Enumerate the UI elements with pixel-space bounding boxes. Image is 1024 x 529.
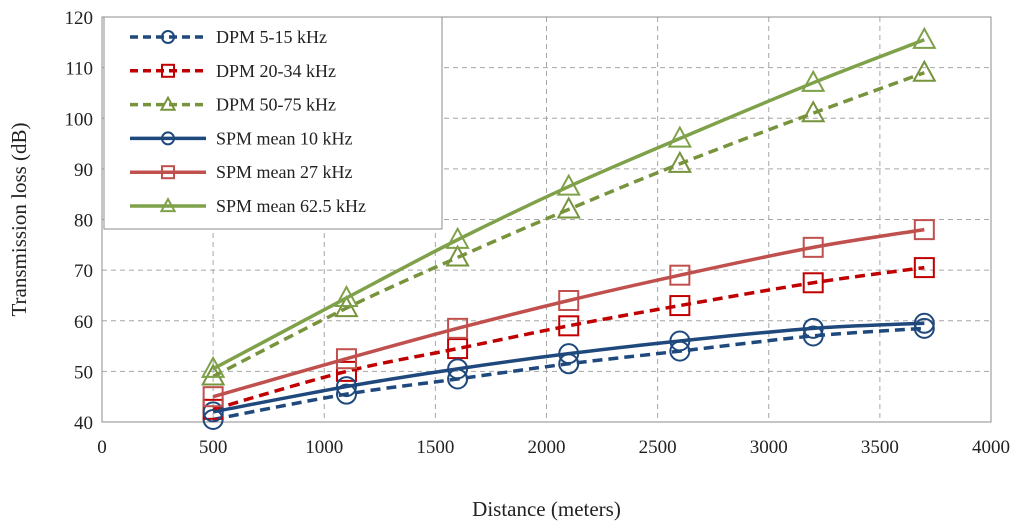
- series-line: [212, 227, 925, 399]
- legend-box: [103, 16, 443, 230]
- data-point-circle: [335, 376, 357, 398]
- data-point-square: [447, 338, 469, 360]
- data-point-square: [161, 63, 175, 78]
- data-point-circle: [669, 330, 691, 352]
- legend-label: DPM 5-15 kHz: [216, 27, 327, 47]
- x-tick-label: 4000: [972, 437, 1010, 458]
- data-point-triangle: [159, 197, 177, 213]
- y-tick-label: 60: [74, 312, 93, 333]
- series-line: [212, 71, 925, 378]
- series-spm-mean-62-5-khz: [200, 26, 937, 378]
- y-tick-label: 70: [74, 261, 93, 282]
- data-point-triangle: [801, 100, 826, 123]
- y-axis-title: Transmission loss (dB): [7, 122, 31, 316]
- series-line: [212, 38, 925, 371]
- data-point-triangle: [556, 173, 581, 196]
- data-point-square: [202, 386, 224, 408]
- data-point-circle: [802, 325, 824, 347]
- y-tick-label: 110: [65, 59, 93, 80]
- legend-item: SPM mean 27 kHz: [130, 162, 353, 182]
- data-point-triangle: [200, 355, 226, 378]
- data-point-triangle: [801, 69, 826, 92]
- data-point-square: [802, 272, 824, 294]
- legend-item: SPM mean 10 kHz: [130, 128, 353, 148]
- y-tick-label: 80: [74, 211, 93, 232]
- data-point-square: [558, 290, 580, 311]
- x-tick-label: 3500: [861, 437, 899, 458]
- legend: DPM 5-15 kHz DPM 20-34 kHz DPM 50-75 kHz SP…: [103, 16, 443, 230]
- data-point-square: [161, 165, 175, 180]
- data-point-square: [913, 257, 935, 279]
- y-tick-label: 90: [74, 160, 93, 181]
- legend-label: DPM 50-75 kHz: [216, 95, 336, 115]
- x-tick-label: 3000: [750, 437, 788, 458]
- data-point-circle: [913, 312, 935, 334]
- data-point-circle: [161, 131, 175, 146]
- data-point-triangle: [334, 284, 359, 308]
- x-tick-label: 2500: [639, 437, 677, 458]
- series-spm-mean-10-khz: [202, 312, 935, 423]
- legend-label: DPM 20-34 kHz: [216, 61, 336, 81]
- data-point-triangle: [667, 150, 692, 173]
- x-tick-label: 2000: [528, 437, 566, 458]
- data-point-triangle: [556, 196, 581, 219]
- data-point-triangle: [667, 125, 692, 148]
- y-tick-label: 120: [65, 8, 94, 29]
- data-point-circle: [335, 383, 357, 405]
- legend-item: DPM 50-75 kHz: [130, 95, 336, 115]
- data-point-square: [335, 360, 357, 382]
- x-tick-label: 500: [199, 437, 228, 458]
- data-point-square: [913, 219, 935, 241]
- series-dpm-20-34-khz: [202, 257, 935, 420]
- x-tick-label: 0: [97, 437, 107, 458]
- legend-label: SPM mean 62.5 kHz: [216, 196, 366, 216]
- data-point-circle: [913, 317, 935, 339]
- data-point-square: [669, 264, 691, 286]
- data-point-circle: [161, 30, 175, 44]
- y-tick-label: 40: [74, 413, 93, 434]
- tick-labels: 0 500 1000 1500 2000 2500 3000 3500 4000 40 50 60 70…: [65, 8, 1011, 458]
- y-tick-label: 50: [74, 362, 93, 383]
- data-point-triangle: [200, 363, 226, 386]
- data-point-square: [802, 236, 824, 258]
- legend-item: DPM 20-34 kHz: [130, 61, 336, 81]
- plot-area-frame: [101, 16, 992, 423]
- data-point-triangle: [159, 95, 177, 111]
- series-spm-mean-27-khz: [202, 219, 935, 408]
- x-tick-label: 1500: [416, 437, 454, 458]
- x-tick-label: 1000: [305, 437, 343, 458]
- series-line: [212, 321, 925, 414]
- data-point-circle: [447, 358, 469, 380]
- legend-label: SPM mean 27 kHz: [216, 162, 353, 182]
- legend-item: DPM 5-15 kHz: [130, 27, 327, 47]
- data-point-square: [335, 348, 357, 370]
- data-point-triangle: [912, 26, 937, 49]
- legend-label: SPM mean 10 kHz: [216, 128, 353, 148]
- series-layer: [200, 26, 937, 430]
- data-point-triangle: [445, 226, 470, 249]
- data-point-square: [669, 295, 691, 317]
- data-point-triangle: [912, 59, 937, 82]
- data-point-square: [558, 315, 580, 337]
- data-point-circle: [202, 401, 224, 423]
- data-point-circle: [558, 343, 580, 365]
- data-point-circle: [802, 317, 824, 339]
- data-point-triangle: [445, 244, 470, 267]
- y-tick-label: 100: [65, 109, 94, 130]
- x-axis-title: Distance (meters): [472, 497, 621, 521]
- data-point-square: [447, 317, 469, 339]
- legend-item: SPM mean 62.5 kHz: [130, 196, 366, 216]
- series-line: [212, 265, 925, 412]
